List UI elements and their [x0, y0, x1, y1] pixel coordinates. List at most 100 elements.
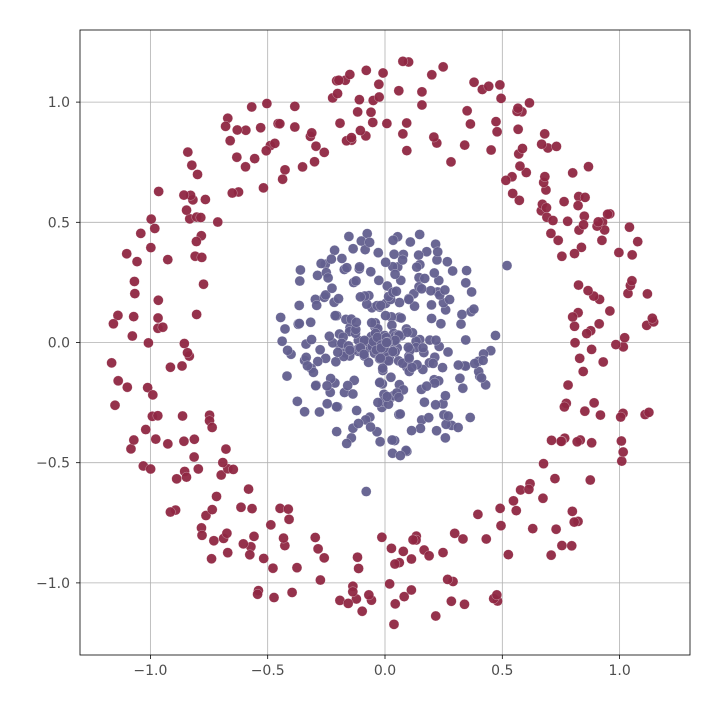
outer-ring-point — [315, 575, 325, 585]
outer-ring-point — [207, 505, 217, 515]
outer-ring-point — [593, 217, 603, 227]
outer-ring-point — [394, 86, 404, 96]
outer-ring-point — [197, 252, 207, 262]
outer-ring-point — [618, 447, 628, 457]
outer-ring-point — [269, 593, 279, 603]
outer-ring-point — [182, 348, 192, 358]
outer-ring-point — [165, 362, 175, 372]
outer-ring-point — [179, 190, 189, 200]
inner-cluster-point — [461, 278, 471, 288]
outer-ring-point — [348, 587, 358, 597]
outer-ring-point — [283, 504, 293, 514]
inner-cluster-point — [404, 294, 414, 304]
inner-cluster-point — [283, 345, 293, 355]
outer-ring-point — [438, 548, 448, 558]
outer-ring-point — [513, 124, 523, 134]
inner-cluster-point — [458, 383, 468, 393]
inner-cluster-point — [442, 257, 452, 267]
outer-ring-point — [334, 75, 344, 85]
y-tick-label: 0.5 — [48, 215, 70, 231]
outer-ring-point — [153, 295, 163, 305]
outer-ring-point — [364, 590, 374, 600]
outer-ring-point — [292, 563, 302, 573]
inner-cluster-point — [376, 301, 386, 311]
inner-cluster-point — [295, 276, 305, 286]
inner-cluster-point — [440, 433, 450, 443]
inner-cluster-point — [445, 295, 455, 305]
inner-cluster-point — [306, 317, 316, 327]
inner-cluster-point — [280, 324, 290, 334]
outer-ring-point — [598, 357, 608, 367]
inner-cluster-point — [469, 304, 479, 314]
inner-cluster-point — [394, 392, 404, 402]
outer-ring-point — [192, 309, 202, 319]
inner-cluster-point — [405, 237, 415, 247]
outer-ring-point — [268, 563, 278, 573]
outer-ring-point — [247, 504, 257, 514]
outer-ring-point — [459, 599, 469, 609]
outer-ring-point — [633, 237, 643, 247]
outer-ring-point — [110, 400, 120, 410]
outer-ring-point — [605, 306, 615, 316]
inner-cluster-point — [344, 231, 354, 241]
outer-ring-point — [132, 257, 142, 267]
x-tick-label: −1.0 — [133, 663, 167, 679]
inner-cluster-point — [323, 273, 333, 283]
outer-ring-point — [547, 435, 557, 445]
outer-ring-point — [193, 169, 203, 179]
x-tick-label: 0.5 — [491, 663, 513, 679]
inner-cluster-point — [387, 435, 397, 445]
outer-ring-point — [515, 161, 525, 171]
inner-cluster-point — [396, 313, 406, 323]
inner-cluster-point — [366, 422, 376, 432]
outer-ring-point — [343, 598, 353, 608]
inner-cluster-point — [461, 335, 471, 345]
y-tick-label: −1.0 — [36, 576, 70, 592]
outer-ring-point — [402, 146, 412, 156]
inner-cluster-point — [374, 275, 384, 285]
outer-ring-point — [207, 554, 217, 564]
outer-ring-point — [333, 89, 343, 99]
outer-ring-point — [153, 411, 163, 421]
inner-cluster-point — [407, 362, 417, 372]
outer-ring-point — [275, 119, 285, 129]
inner-cluster-point — [465, 412, 475, 422]
outer-ring-point — [129, 276, 139, 286]
outer-ring-point — [557, 541, 567, 551]
outer-ring-point — [319, 553, 329, 563]
outer-ring-point — [244, 484, 254, 494]
inner-cluster-point — [462, 266, 472, 276]
inner-cluster-point — [395, 451, 405, 461]
outer-ring-point — [597, 235, 607, 245]
outer-ring-point — [228, 464, 238, 474]
outer-ring-point — [481, 534, 491, 544]
outer-ring-point — [546, 550, 556, 560]
inner-cluster-point — [414, 250, 424, 260]
outer-ring-point — [642, 289, 652, 299]
inner-cluster-point — [386, 372, 396, 382]
outer-ring-point — [589, 398, 599, 408]
outer-ring-point — [154, 186, 164, 196]
outer-ring-point — [183, 147, 193, 157]
inner-cluster-point — [367, 318, 377, 328]
inner-cluster-point — [373, 397, 383, 407]
outer-ring-point — [542, 203, 552, 213]
outer-ring-point — [352, 552, 362, 562]
inner-cluster-point — [348, 244, 358, 254]
outer-ring-point — [153, 313, 163, 323]
outer-ring-point — [181, 472, 191, 482]
outer-ring-point — [551, 141, 561, 151]
outer-ring-point — [357, 606, 367, 616]
outer-ring-point — [193, 464, 203, 474]
inner-cluster-point — [502, 261, 512, 271]
inner-cluster-point — [300, 407, 310, 417]
inner-cluster-point — [382, 392, 392, 402]
inner-cluster-point — [391, 286, 401, 296]
outer-ring-point — [262, 99, 272, 109]
outer-ring-point — [182, 205, 192, 215]
outer-ring-point — [402, 118, 412, 128]
outer-ring-point — [517, 143, 527, 153]
outer-ring-point — [390, 559, 400, 569]
inner-cluster-point — [431, 335, 441, 345]
outer-ring-point — [199, 279, 209, 289]
